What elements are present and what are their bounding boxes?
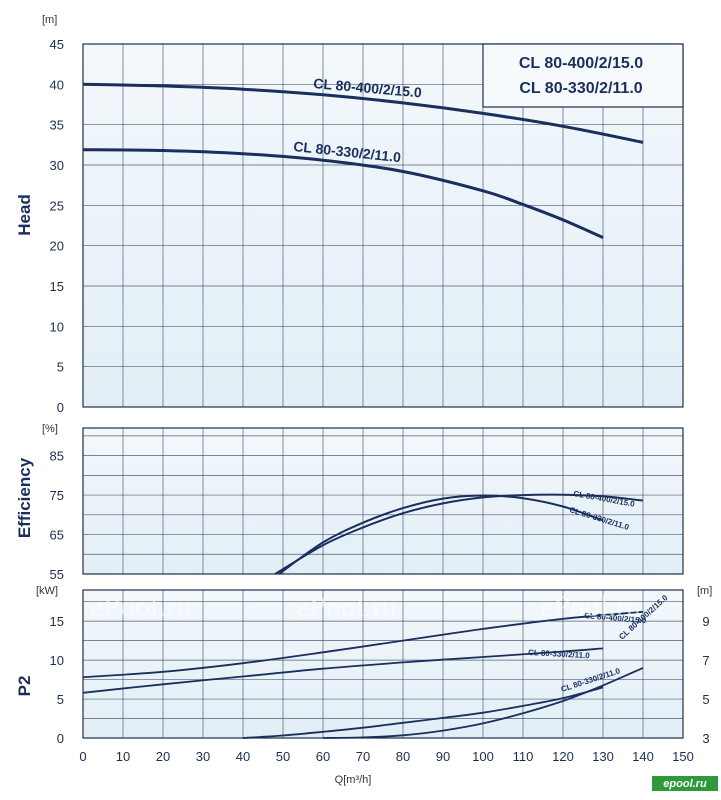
head-panel-border xyxy=(82,43,684,408)
pow-ytick-label: 5 xyxy=(57,692,64,707)
npsh-curve-330 xyxy=(242,686,604,739)
head-curve-400 xyxy=(82,82,644,144)
xtick-label: 110 xyxy=(513,749,534,764)
head-ytick-label: 15 xyxy=(50,279,64,294)
xtick-label: 150 xyxy=(672,749,694,764)
legend-entry: CL 80-330/2/11.0 xyxy=(519,80,642,97)
eff-curve-400 xyxy=(274,493,644,575)
pow-right-unit: [m] xyxy=(697,585,712,597)
xtick-label: 30 xyxy=(196,749,210,764)
p2-curve-400 xyxy=(82,610,644,679)
xtick-label: 0 xyxy=(79,749,86,764)
eff-panel-border xyxy=(82,427,684,575)
watermark-badge xyxy=(652,776,718,791)
xtick-label: 90 xyxy=(436,749,450,764)
pow-ytick-label: 10 xyxy=(50,653,64,668)
xtick-label: 130 xyxy=(592,749,614,764)
eff-curve-330 xyxy=(278,494,604,575)
watermark: ePool.ru xyxy=(540,590,641,623)
xtick-label: 10 xyxy=(116,749,130,764)
eff-panel-bg xyxy=(83,428,683,574)
head-ytick-label: 20 xyxy=(50,239,64,254)
pow-unit: [kW] xyxy=(36,585,58,597)
watermark: ePool.ru xyxy=(90,590,191,623)
head-ytick-label: 40 xyxy=(50,77,64,92)
xtick-label: 140 xyxy=(632,749,654,764)
head-ytick-label: 30 xyxy=(50,158,64,173)
eff-unit: [%] xyxy=(42,423,58,435)
pow-ytick-label: 0 xyxy=(57,731,64,746)
head-axis-label: Head xyxy=(15,194,34,236)
head-ytick-label: 25 xyxy=(50,198,64,213)
eff-ytick-label: 75 xyxy=(50,488,64,503)
head-ytick-label: 35 xyxy=(50,118,64,133)
xtick-label: 120 xyxy=(552,749,574,764)
head-ytick-label: 5 xyxy=(57,360,64,375)
xtick-label: 40 xyxy=(236,749,250,764)
pow-axis-label: P2 xyxy=(15,676,34,697)
x-axis-label: Q[m³/h] xyxy=(335,774,372,786)
p2-curve-label-330: CL 80-330/2/11.0 xyxy=(528,648,591,660)
head-curve-330 xyxy=(82,148,604,239)
pow-y2tick-label: 5 xyxy=(702,692,709,707)
p2-curve-330 xyxy=(82,647,604,694)
watermark: epool.ru xyxy=(663,778,707,790)
xtick-label: 50 xyxy=(276,749,290,764)
pow-y2tick-label: 3 xyxy=(702,731,709,746)
pow-y2tick-label: 9 xyxy=(702,614,709,629)
pow-panel-border xyxy=(82,589,684,739)
watermark: ePool.ru xyxy=(296,590,397,623)
pow-y2tick-label: 7 xyxy=(702,653,709,668)
pow-ytick-label: 15 xyxy=(50,614,64,629)
head-ytick-label: 10 xyxy=(50,319,64,334)
eff-ytick-label: 65 xyxy=(50,528,64,543)
head-ytick-label: 0 xyxy=(57,400,64,415)
eff-axis-label: Efficiency xyxy=(15,457,34,538)
xtick-label: 100 xyxy=(472,749,494,764)
eff-ytick-label: 55 xyxy=(50,567,64,582)
chart-curves xyxy=(82,82,644,739)
head-unit: [m] xyxy=(42,14,57,26)
xtick-label: 80 xyxy=(396,749,410,764)
xtick-label: 60 xyxy=(316,749,330,764)
xtick-label: 70 xyxy=(356,749,370,764)
chart-grid xyxy=(82,43,684,739)
legend-box xyxy=(482,43,684,108)
head-ytick-label: 45 xyxy=(50,37,64,52)
eff-ytick-label: 85 xyxy=(50,449,64,464)
xtick-label: 20 xyxy=(156,749,170,764)
legend-entry: CL 80-400/2/15.0 xyxy=(519,55,643,72)
